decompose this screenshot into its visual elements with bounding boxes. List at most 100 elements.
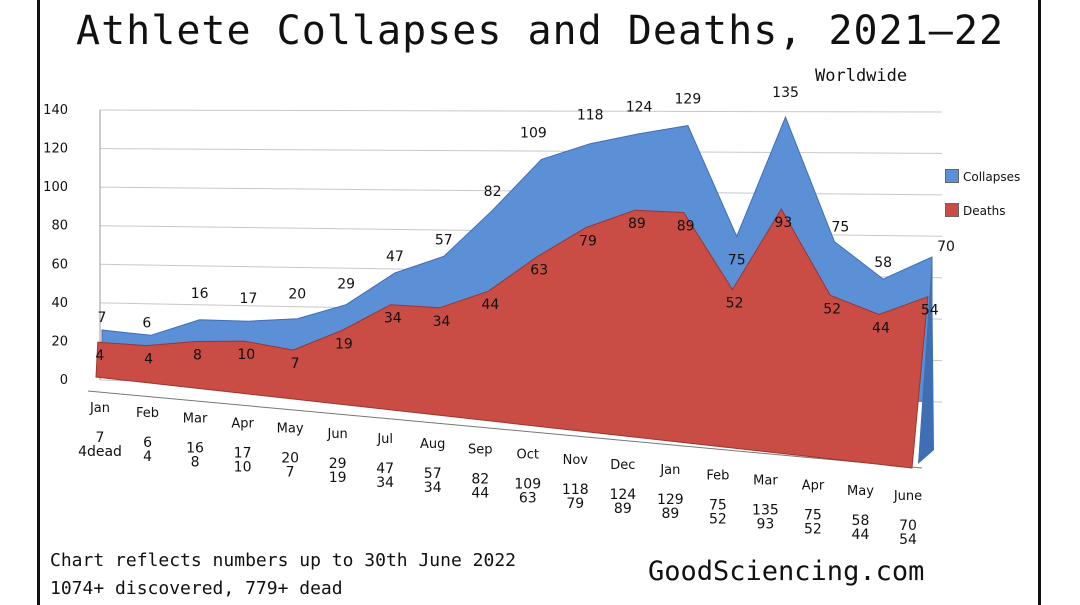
table-value-collapses: 135: [752, 502, 779, 518]
table-value-deaths: 34: [424, 480, 442, 496]
data-label-deaths: 4: [95, 348, 104, 364]
legend-swatch-collapses: [945, 169, 959, 183]
table-value-deaths: 44: [471, 485, 489, 501]
table-value-collapses: 29: [329, 456, 347, 472]
data-label-collapses: 135: [772, 85, 799, 101]
data-label-collapses: 58: [874, 255, 892, 271]
data-label-deaths: 4: [144, 352, 153, 368]
data-label-deaths: 8: [193, 347, 202, 363]
table-value-deaths: 8: [191, 454, 200, 470]
y-tick-label: 20: [51, 334, 68, 349]
x-tick-label: Mar: [753, 473, 778, 488]
y-tick-label: 80: [51, 219, 68, 234]
data-label-collapses: 75: [728, 253, 746, 269]
data-label-collapses: 20: [288, 287, 306, 303]
x-tick-label: May: [847, 484, 874, 499]
x-tick-label: Feb: [136, 406, 159, 421]
footnote-totals: 1074+ discovered, 779+ dead: [50, 578, 343, 599]
chart-title: Athlete Collapses and Deaths, 2021—22: [76, 8, 1005, 54]
data-label-collapses: 16: [191, 286, 209, 302]
data-label-collapses: 129: [675, 92, 702, 108]
table-value-deaths: 54: [899, 532, 917, 548]
x-tick-label: Aug: [420, 437, 445, 452]
y-tick-label: 0: [60, 373, 68, 388]
table-value-collapses: 16: [186, 440, 204, 456]
gridline: [99, 148, 943, 154]
table-value-collapses: 82: [471, 471, 489, 487]
legend-item-collapses: Collapses: [945, 169, 1020, 184]
table-value-collapses: 57: [424, 466, 442, 482]
data-label-collapses: 7: [98, 310, 107, 326]
data-label-deaths: 34: [433, 314, 451, 330]
legend-swatch-deaths: [945, 203, 959, 217]
data-label-deaths: 10: [237, 347, 255, 363]
table-value-collapses: 20: [281, 451, 299, 467]
table-value-deaths: 44: [852, 527, 870, 543]
data-label-deaths: 34: [384, 311, 402, 327]
data-label-collapses: 109: [520, 125, 547, 141]
table-value-collapses: 17: [234, 446, 252, 462]
table-value-collapses: 58: [852, 513, 870, 529]
x-tick-label: Jun: [326, 427, 347, 442]
x-tick-label: Feb: [706, 468, 729, 483]
y-tick-label: 60: [51, 257, 68, 272]
data-label-deaths: 7: [291, 356, 300, 372]
table-value-deaths: 52: [709, 511, 727, 527]
data-label-collapses: 124: [626, 100, 653, 116]
table-value-collapses: 118: [562, 482, 589, 498]
x-tick-label: May: [277, 422, 304, 437]
table-value-deaths: 79: [566, 496, 584, 512]
data-label-collapses: 6: [142, 315, 151, 331]
data-label-collapses: 57: [435, 232, 453, 248]
y-tick-label: 140: [43, 103, 68, 118]
table-value-collapses: 129: [657, 492, 684, 508]
data-label-collapses: 70: [937, 239, 955, 255]
table-value-collapses: 70: [899, 518, 917, 534]
x-tick-label: Apr: [802, 479, 825, 494]
data-label-deaths: 52: [823, 301, 841, 317]
data-label-collapses: 82: [484, 184, 502, 200]
data-label-deaths: 52: [726, 296, 744, 312]
x-tick-label: Dec: [610, 458, 635, 473]
data-label-collapses: 75: [831, 220, 849, 236]
x-tick-label: Oct: [517, 448, 539, 463]
footnote-date: Chart reflects numbers up to 30th June 2…: [50, 550, 516, 571]
x-tick-label: Nov: [563, 453, 589, 468]
x-tick-label: Apr: [231, 417, 254, 432]
table-value-deaths: 4: [143, 449, 152, 465]
gridline: [99, 109, 943, 113]
data-label-collapses: 118: [577, 108, 604, 124]
source-credit: GoodSciencing.com: [648, 556, 925, 587]
legend-item-deaths: Deaths: [945, 203, 1006, 218]
legend-label-deaths: Deaths: [963, 204, 1006, 218]
table-value-collapses: 124: [609, 487, 636, 503]
table-value-collapses: 7: [96, 430, 105, 446]
data-label-deaths: 89: [628, 216, 646, 232]
y-tick-label: 100: [43, 180, 68, 195]
data-label-deaths: 54: [921, 303, 939, 319]
x-tick-label: Sep: [468, 442, 493, 457]
data-label-deaths: 79: [579, 234, 597, 250]
data-label-deaths: 93: [774, 215, 792, 231]
table-value-deaths: 63: [519, 491, 537, 507]
series-area-deaths: [95, 208, 929, 469]
data-label-collapses: 47: [386, 249, 404, 265]
table-value-collapses: 47: [376, 461, 394, 477]
table-value-collapses: 6: [143, 435, 152, 451]
data-label-deaths: 44: [872, 321, 890, 337]
x-tick-label: June: [893, 489, 922, 504]
table-value-deaths: 89: [661, 506, 679, 522]
data-label-collapses: 29: [337, 277, 355, 293]
table-value-collapses: 75: [804, 508, 822, 524]
y-tick-label: 40: [51, 296, 68, 311]
collapses-end-face: [918, 257, 934, 464]
table-value-deaths: 10: [234, 460, 252, 476]
x-tick-label: Jan: [89, 401, 110, 416]
table-value-deaths: 52: [804, 522, 822, 538]
legend-label-collapses: Collapses: [963, 170, 1021, 184]
x-axis-line: [87, 390, 923, 469]
chart-subtitle: Worldwide: [815, 66, 908, 86]
table-value-deaths: 7: [286, 465, 295, 481]
data-label-deaths: 89: [677, 218, 695, 234]
data-label-collapses: 17: [240, 291, 258, 307]
